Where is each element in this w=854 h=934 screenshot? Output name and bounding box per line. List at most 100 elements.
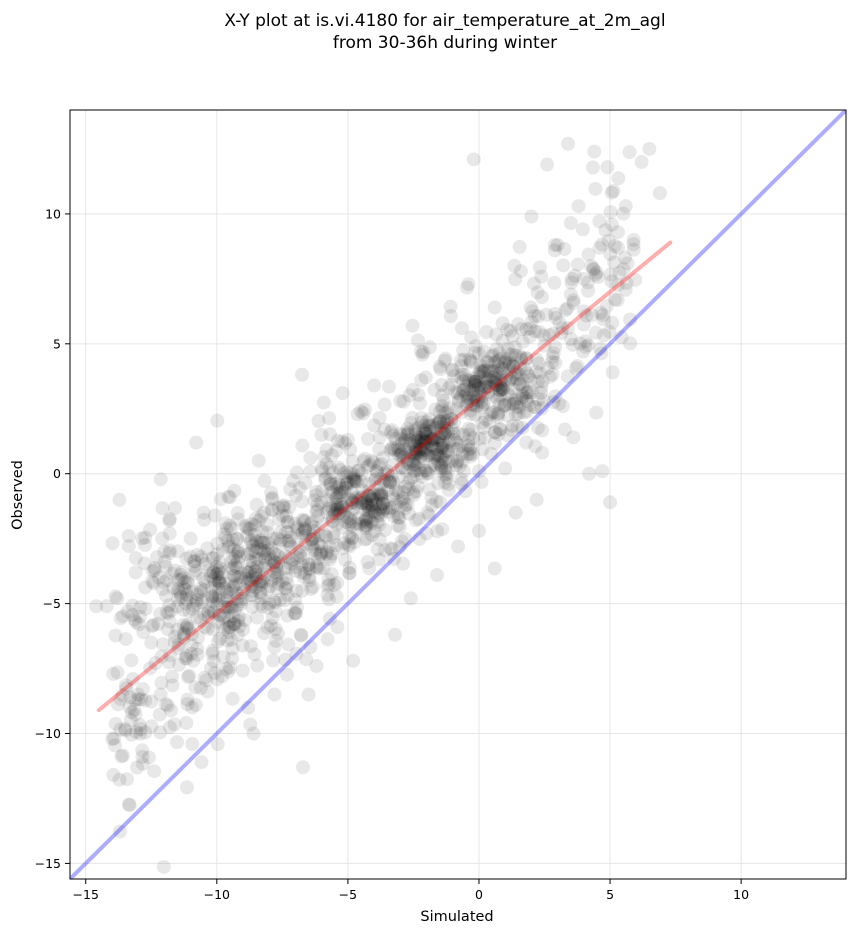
scatter-point	[604, 217, 619, 232]
scatter-point	[459, 388, 474, 403]
scatter-point	[246, 726, 261, 741]
scatter-point	[437, 461, 452, 476]
scatter-point	[391, 510, 406, 525]
scatter-point	[258, 552, 273, 567]
scatter-point	[315, 483, 330, 498]
scatter-point	[369, 465, 384, 480]
scatter-point	[191, 630, 206, 645]
scatter-point	[423, 433, 438, 448]
scatter-point	[250, 658, 265, 673]
scatter-point	[155, 501, 170, 516]
scatter-point	[162, 614, 177, 629]
scatter-point	[124, 705, 139, 720]
scatter-point	[296, 514, 311, 529]
scatter-point	[115, 748, 130, 763]
scatter-point	[261, 547, 276, 562]
scatter-point	[177, 574, 192, 589]
scatter-point	[211, 573, 226, 588]
scatter-point	[576, 317, 591, 332]
scatter-point	[322, 611, 337, 626]
scatter-point	[309, 658, 324, 673]
scatter-point	[330, 433, 345, 448]
scatter-point	[225, 609, 240, 624]
scatter-point	[472, 366, 487, 381]
scatter-point	[325, 465, 340, 480]
scatter-point	[224, 632, 239, 647]
scatter-point	[374, 485, 389, 500]
scatter-point	[437, 421, 452, 436]
scatter-point	[160, 622, 175, 637]
scatter-point	[254, 590, 269, 605]
scatter-point	[422, 412, 437, 427]
scatter-point	[505, 418, 520, 433]
scatter-point	[265, 490, 280, 505]
y-tick-label: −10	[35, 726, 61, 741]
scatter-point	[156, 637, 171, 652]
scatter-point	[507, 360, 522, 375]
scatter-point	[459, 379, 474, 394]
scatter-point	[460, 386, 475, 401]
scatter-point	[429, 494, 444, 509]
scatter-point	[492, 388, 507, 403]
scatter-point	[394, 446, 409, 461]
scatter-point	[605, 365, 620, 380]
scatter-point	[469, 399, 484, 414]
scatter-point	[438, 463, 453, 478]
scatter-point	[243, 546, 258, 561]
scatter-point	[252, 577, 267, 592]
scatter-point	[179, 621, 194, 636]
scatter-point	[566, 430, 581, 445]
scatter-point	[382, 475, 397, 490]
scatter-point	[361, 488, 376, 503]
scatter-point	[267, 546, 282, 561]
scatter-point	[321, 572, 336, 587]
scatter-point	[529, 365, 544, 380]
scatter-point	[510, 419, 525, 434]
scatter-point	[454, 438, 469, 453]
scatter-point	[297, 521, 312, 536]
scatter-point	[245, 543, 260, 558]
scatter-point	[362, 561, 377, 576]
scatter-point	[451, 441, 466, 456]
scatter-point	[512, 400, 527, 415]
scatter-point	[382, 501, 397, 516]
scatter-point	[395, 436, 410, 451]
scatter-point	[228, 578, 243, 593]
scatter-point	[342, 566, 357, 581]
scatter-point	[162, 598, 177, 613]
scatter-point	[105, 731, 120, 746]
scatter-point	[489, 341, 504, 356]
scatter-point	[400, 426, 415, 441]
scatter-point	[154, 649, 169, 664]
scatter-point	[99, 599, 114, 614]
scatter-point	[372, 532, 387, 547]
scatter-point	[346, 471, 361, 486]
scatter-point	[542, 328, 557, 343]
scatter-point	[319, 505, 334, 520]
scatter-point	[522, 397, 537, 412]
scatter-point	[400, 497, 415, 512]
scatter-point	[263, 618, 278, 633]
scatter-point	[508, 348, 523, 363]
scatter-point	[486, 370, 501, 385]
scatter-point	[495, 333, 510, 348]
scatter-point	[364, 497, 379, 512]
scatter-point	[346, 473, 361, 488]
scatter-point	[119, 681, 134, 696]
scatter-point	[110, 665, 125, 680]
scatter-point	[317, 472, 332, 487]
scatter-point	[471, 378, 486, 393]
scatter-point	[585, 160, 600, 175]
scatter-point	[315, 517, 330, 532]
scatter-point	[377, 397, 392, 412]
scatter-point	[359, 518, 374, 533]
scatter-point	[535, 445, 550, 460]
scatter-point	[528, 400, 543, 415]
scatter-point	[319, 529, 334, 544]
scatter-point	[303, 464, 318, 479]
scatter-point	[412, 396, 427, 411]
scatter-point	[302, 570, 317, 585]
scatter-point	[252, 574, 267, 589]
scatter-point	[337, 484, 352, 499]
scatter-point	[472, 431, 487, 446]
